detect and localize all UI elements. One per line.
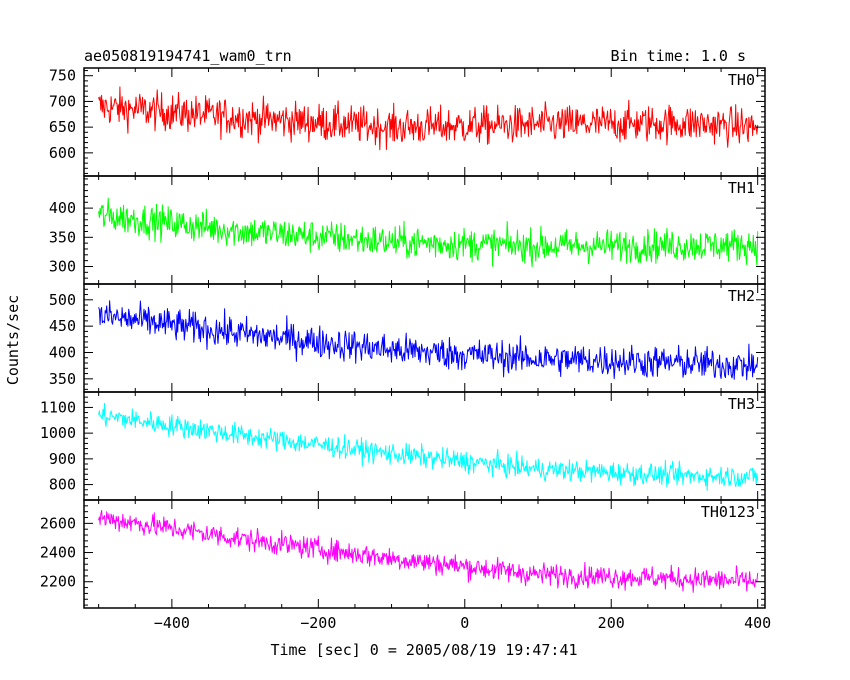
x-axis-label: Time [sec] 0 = 2005/08/19 19:47:41 xyxy=(270,641,577,659)
x-tick-label: 400 xyxy=(744,614,771,632)
x-tick-label: 200 xyxy=(598,614,625,632)
y-tick-label: 1000 xyxy=(40,424,76,442)
x-tick-label: −200 xyxy=(300,614,336,632)
y-tick-label: 750 xyxy=(49,67,76,85)
y-tick-label: 600 xyxy=(49,144,76,162)
y-tick-label: 2600 xyxy=(40,514,76,532)
series-line-th0 xyxy=(98,86,759,151)
series-line-th3 xyxy=(98,402,759,491)
series-label-th2: TH2 xyxy=(728,287,755,305)
y-tick-label: 350 xyxy=(49,228,76,246)
y-tick-label: 650 xyxy=(49,118,76,136)
bin-time-label: Bin time: 1.0 s xyxy=(611,47,746,65)
series-line-th0123 xyxy=(98,510,759,593)
panel-frame-th0 xyxy=(83,67,766,177)
y-tick-label: 300 xyxy=(49,257,76,275)
y-axis-label: Counts/sec xyxy=(4,295,22,385)
series-label-th1: TH1 xyxy=(728,179,755,197)
y-tick-label: 2400 xyxy=(40,544,76,562)
y-tick-label: 350 xyxy=(49,370,76,388)
y-tick-label: 400 xyxy=(49,343,76,361)
y-tick-label: 800 xyxy=(49,476,76,494)
y-tick-label: 500 xyxy=(49,291,76,309)
series-line-th1 xyxy=(98,197,759,268)
y-tick-label: 400 xyxy=(49,199,76,217)
series-label-th3: TH3 xyxy=(728,395,755,413)
panels: TH0 600 650 700 750 TH1 300 350 400 TH2 350 400 450 5… xyxy=(40,67,771,632)
y-tick-label: 2200 xyxy=(40,573,76,591)
series-label-th0123: TH0123 xyxy=(701,503,755,521)
panel-frame-th3 xyxy=(83,391,766,501)
x-tick-label: −400 xyxy=(154,614,190,632)
y-tick-label: 700 xyxy=(49,92,76,110)
panel-frame-th2 xyxy=(83,283,766,393)
series-line-th2 xyxy=(98,300,759,381)
y-tick-label: 450 xyxy=(49,317,76,335)
y-tick-label: 1100 xyxy=(40,398,76,416)
x-tick-label: 0 xyxy=(460,614,469,632)
y-tick-label: 900 xyxy=(49,450,76,468)
series-label-th0: TH0 xyxy=(728,71,755,89)
chart-title: ae050819194741_wam0_trn xyxy=(84,47,292,65)
panel-frame-th0123 xyxy=(83,499,766,609)
